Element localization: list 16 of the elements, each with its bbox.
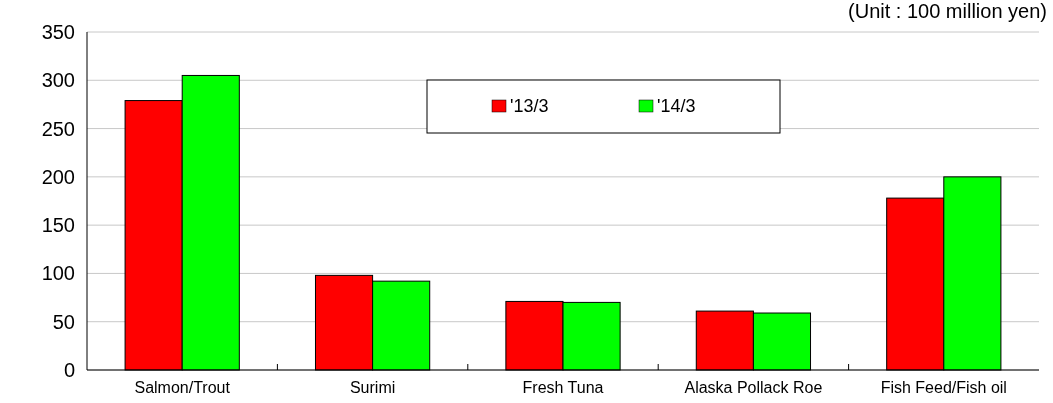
y-tick-label: 100 — [41, 262, 75, 285]
y-tick-label: 50 — [52, 310, 75, 333]
text: (Unit : 100 million yen) — [848, 0, 1047, 22]
x-tick-label: Fresh Tuna — [522, 379, 604, 396]
y-tick-label: 250 — [41, 117, 75, 140]
y-tick-label: 300 — [41, 69, 75, 92]
y-tick-label: 150 — [41, 214, 75, 237]
x-tick-label: Alaska Pollack Roe — [684, 379, 823, 396]
y-tick-label: 0 — [63, 359, 75, 381]
legend-label: '13/3 — [510, 96, 549, 117]
legend-label: '14/3 — [657, 96, 696, 117]
y-tick-label: 200 — [41, 165, 75, 188]
y-tick-label: 350 — [41, 21, 75, 43]
x-tick-label: Salmon/Trout — [134, 379, 231, 396]
x-tick-label: Fish Feed/Fish oil — [880, 379, 1007, 396]
x-tick-label: Surimi — [349, 379, 396, 396]
